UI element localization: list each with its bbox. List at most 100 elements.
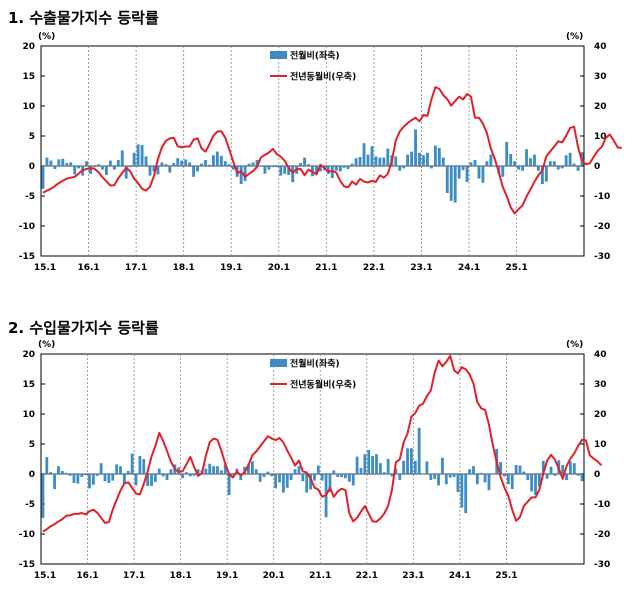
bar-mark (425, 461, 429, 474)
bar-mark (61, 158, 65, 166)
bar-mark (344, 474, 347, 479)
x-tick-label: 22.1 (363, 263, 385, 273)
left-tick-label: 0 (29, 470, 35, 480)
bar-mark (200, 163, 203, 166)
bar-mark (414, 129, 417, 166)
right-tick-label: 40 (594, 42, 607, 52)
bar-mark (184, 159, 188, 166)
bar-mark (565, 474, 568, 480)
x-tick-label: 17.1 (125, 263, 147, 273)
bar-mark (140, 145, 144, 166)
legend-bar-label: 전월비(좌축) (290, 50, 340, 62)
legend-bar-swatch (270, 51, 287, 59)
bar-mark (227, 474, 231, 495)
bar-mark (452, 474, 456, 477)
bar-mark (347, 474, 351, 482)
right-tick-label: -20 (594, 530, 610, 540)
bar-mark (128, 166, 132, 168)
bar-mark (576, 474, 580, 476)
bar-mark (433, 474, 437, 479)
bar-mark (521, 166, 524, 171)
bar-mark (108, 160, 112, 166)
bar-mark (126, 471, 130, 474)
bar-mark (204, 468, 208, 474)
bar-mark (580, 474, 584, 482)
bar-mark (449, 166, 453, 201)
bar-mark (271, 166, 275, 168)
left-unit-label: (%) (38, 340, 55, 350)
bar-mark (483, 474, 487, 483)
bar-mark (355, 456, 359, 474)
bar-mark (390, 474, 394, 477)
left-tick-label: 5 (29, 440, 35, 450)
bar-mark (569, 461, 572, 474)
bar-mark (223, 464, 227, 474)
bar-mark (211, 155, 215, 166)
bar-mark (112, 166, 116, 170)
bar-mark (84, 474, 87, 476)
bar-mark (538, 474, 541, 487)
bar-mark (366, 154, 370, 166)
bar-mark (259, 165, 263, 166)
bar-mark (313, 474, 316, 481)
bar-mark (406, 154, 410, 166)
left-tick-label: -15 (19, 560, 35, 570)
bar-mark (299, 163, 303, 166)
bar-mark (119, 466, 122, 474)
bar-mark (530, 474, 534, 492)
bar-mark (503, 474, 506, 477)
bar-mark (417, 427, 421, 474)
bar-mark (219, 155, 223, 166)
right-tick-label: 10 (594, 132, 607, 142)
bar-mark (540, 166, 544, 184)
bar-mark (491, 473, 495, 474)
bar-mark (185, 472, 188, 474)
bar-mark (517, 166, 521, 170)
bar-mark (338, 166, 342, 172)
right-tick-label: 0 (594, 470, 600, 480)
bar-mark (146, 474, 150, 486)
x-tick-label: 20.1 (263, 571, 285, 581)
bar-mark (481, 166, 485, 183)
bar-mark (255, 160, 259, 166)
bar-mark (262, 474, 266, 477)
bar-mark (560, 166, 564, 169)
bar-mark (76, 474, 80, 484)
import-price-chart: (%) (%)20151050-5-10-15403020100-10-20-30… (19, 340, 611, 581)
bar-mark (247, 163, 251, 166)
bar-mark (485, 161, 489, 166)
bar-mark (448, 474, 452, 478)
x-tick-label: 19.1 (216, 571, 238, 581)
bar-mark (69, 162, 73, 166)
bar-mark (382, 157, 386, 166)
right-tick-label: -10 (594, 192, 610, 202)
bar-mark (572, 163, 576, 166)
bar-mark (398, 166, 402, 171)
left-tick-label: 15 (22, 72, 35, 82)
left-tick-label: -10 (19, 222, 35, 232)
bar-mark (49, 472, 53, 474)
bar-mark (263, 166, 267, 174)
right-tick-label: 30 (594, 380, 607, 390)
bar-mark (291, 166, 295, 183)
bar-mark (475, 474, 479, 485)
right-tick-label: 30 (594, 72, 607, 82)
bar-mark (243, 166, 247, 181)
bar-mark (258, 474, 262, 482)
bar-mark (132, 152, 136, 166)
bar-mark (124, 166, 128, 179)
bar-mark (212, 466, 215, 474)
bar-mark (402, 460, 406, 474)
bar-mark (514, 465, 518, 474)
bar-mark (309, 474, 312, 490)
bar-mark (219, 470, 223, 474)
bar-mark (362, 143, 366, 166)
x-tick-label: 16.1 (77, 263, 99, 273)
bar-mark (418, 152, 421, 166)
bar-mark (231, 166, 235, 170)
x-tick-label: 23.1 (410, 263, 432, 273)
x-tick-label: 23.1 (402, 571, 424, 581)
right-tick-label: 20 (594, 102, 607, 112)
bar-mark (568, 152, 572, 166)
bar-mark (433, 145, 437, 166)
